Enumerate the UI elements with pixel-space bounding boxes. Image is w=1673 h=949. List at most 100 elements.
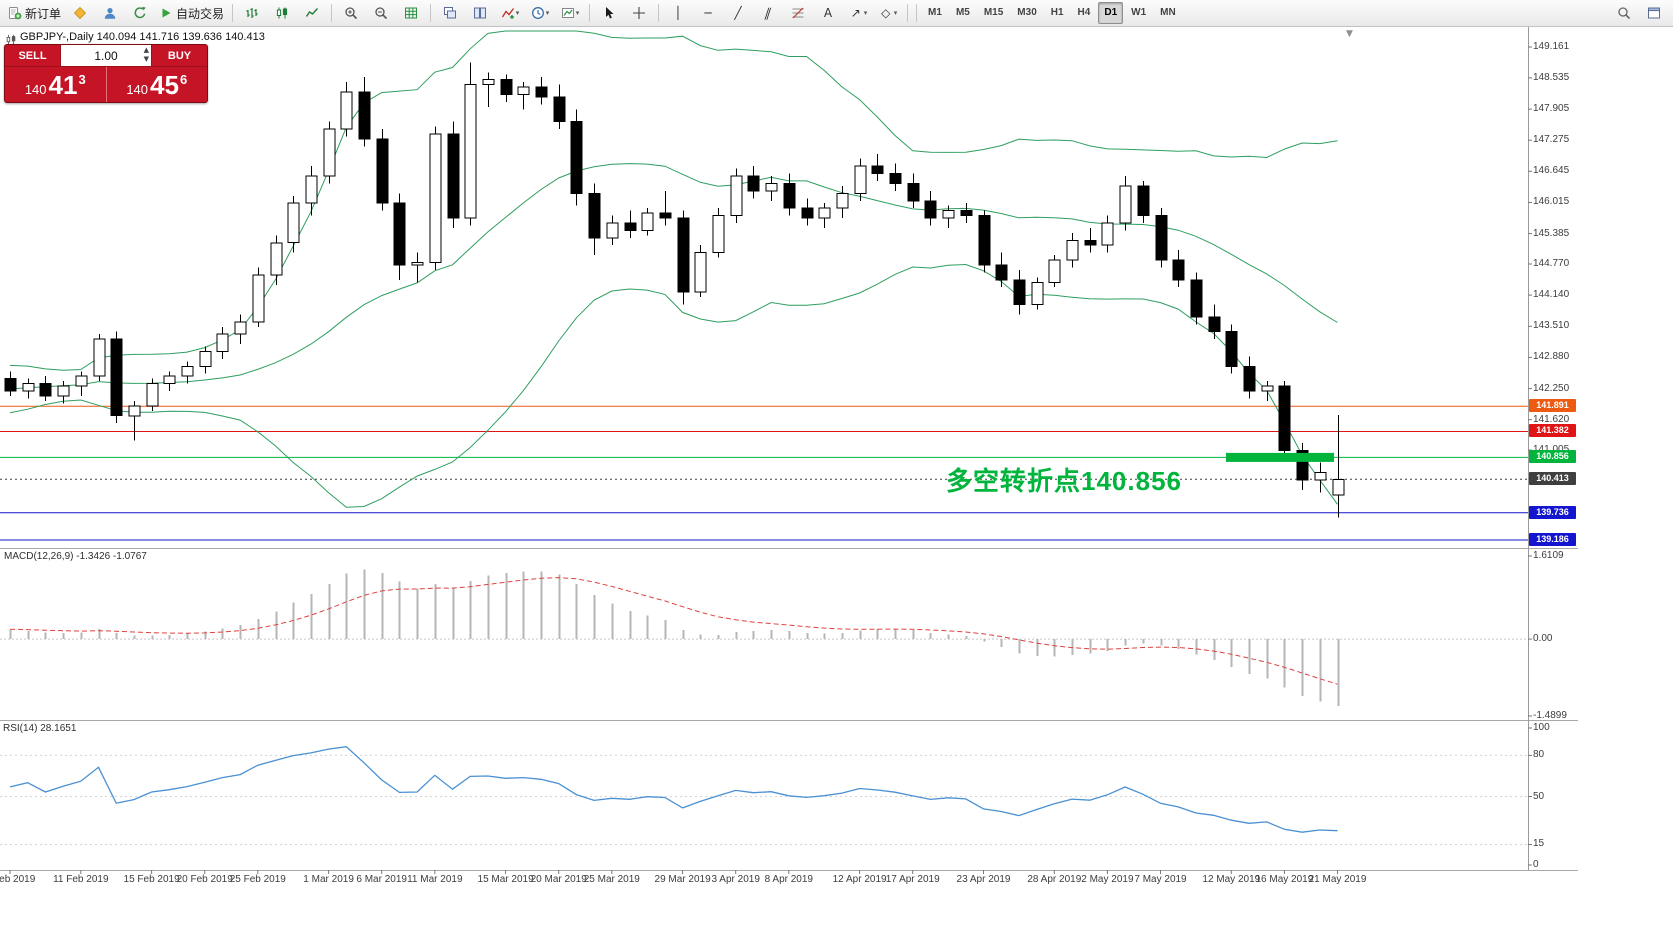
buy-price-big: 45: [150, 69, 179, 100]
search-button[interactable]: [1609, 1, 1639, 25]
toolbar-separator: [232, 4, 234, 22]
new-order-button[interactable]: 新订单: [4, 1, 65, 25]
candle-body: [393, 202, 406, 266]
toolbar-separator: [658, 4, 660, 22]
volume-value: 1.00: [94, 48, 118, 63]
toolbar-right-group: [1609, 1, 1669, 25]
candle-body: [1208, 316, 1221, 333]
new-window-button[interactable]: [1639, 1, 1669, 25]
zoom-in-button[interactable]: [336, 1, 366, 25]
symbol-header: GBPJPY-,Daily 140.094 141.716 139.636 14…: [20, 31, 265, 43]
candle-body: [1225, 331, 1238, 367]
sell-price-button[interactable]: 140 41 3: [5, 67, 107, 102]
buy-price-button[interactable]: 140 45 6: [106, 67, 207, 102]
timeframe-button-M15[interactable]: M15: [983, 7, 1004, 18]
candle-body: [978, 215, 991, 266]
volume-up-button[interactable]: ▲: [143, 46, 149, 54]
shapes-dropdown-glyph: ◇: [881, 6, 891, 20]
candle-body: [305, 175, 318, 204]
bollinger-upper-band: [9, 30, 1338, 371]
candle-body: [1084, 239, 1097, 246]
candle-body: [270, 242, 283, 276]
candle-body: [553, 96, 566, 123]
arrows-dropdown[interactable]: ↗ ▾: [843, 1, 873, 25]
indicators-dropdown[interactable]: ▾: [495, 1, 525, 25]
chevron-down-icon: ▾: [575, 9, 580, 17]
crosshair-button[interactable]: [624, 1, 654, 25]
timeframe-button-D1[interactable]: D1: [1098, 2, 1124, 24]
candle-body: [712, 215, 725, 254]
fibonacci-button[interactable]: [783, 1, 813, 25]
buy-button[interactable]: BUY: [152, 45, 207, 66]
timeframe-button-H4[interactable]: H4: [1077, 7, 1091, 18]
bar-chart-button[interactable]: [237, 1, 267, 25]
macd-histogram: [9, 569, 1340, 706]
candle-body: [995, 264, 1008, 281]
candle-body: [1101, 222, 1114, 246]
candle-body: [747, 175, 760, 192]
arrows-dropdown-glyph: ↗: [850, 6, 861, 20]
timeframe-button-W1[interactable]: W1: [1131, 7, 1147, 18]
fibo-icon: [792, 7, 804, 19]
timeframe-button-H1[interactable]: H1: [1050, 7, 1064, 18]
autotrading-button[interactable]: 自动交易: [155, 1, 228, 25]
favorites-button[interactable]: [65, 1, 95, 25]
one-click-top-row: SELL 1.00 ▲ ▼ BUY: [5, 45, 207, 67]
tile-windows-button[interactable]: [396, 1, 426, 25]
candle-body: [677, 217, 690, 293]
zoom-out-button[interactable]: [366, 1, 396, 25]
candle-body: [924, 200, 937, 219]
tile-vertical-button[interactable]: [465, 1, 495, 25]
vertical-line-button[interactable]: │: [663, 1, 693, 25]
line-chart-button[interactable]: [297, 1, 327, 25]
candle-body: [1296, 449, 1309, 481]
volume-input[interactable]: 1.00 ▲ ▼: [60, 45, 152, 66]
sell-button[interactable]: SELL: [5, 45, 60, 66]
candle-body: [570, 121, 583, 194]
sell-price-prefix: 140: [24, 81, 47, 97]
candle-body: [1048, 259, 1061, 283]
horizontal-line-button[interactable]: ─: [693, 1, 723, 25]
macd-label: MACD(12,26,9) -1.3426 -1.0767: [4, 551, 147, 562]
toolbar-separator: [916, 4, 918, 22]
refresh-button[interactable]: [125, 1, 155, 25]
candle-body: [323, 128, 336, 177]
symbol-chart-icon: [5, 33, 17, 51]
candle-body: [907, 183, 920, 202]
candle-body: [1172, 259, 1185, 281]
chart-shift-marker[interactable]: ▼: [1346, 29, 1353, 39]
timeframe-button-MN[interactable]: MN: [1160, 7, 1176, 18]
cascade-windows-button[interactable]: [435, 1, 465, 25]
candle-body: [4, 378, 17, 392]
profile-button[interactable]: [95, 1, 125, 25]
linechart-icon: [305, 8, 319, 17]
periods-dropdown[interactable]: ▾: [525, 1, 555, 25]
cursor-button[interactable]: [594, 1, 624, 25]
templates-dropdown[interactable]: ▾: [555, 1, 585, 25]
timeframe-button-M1[interactable]: M1: [928, 7, 942, 18]
candle-body: [818, 207, 831, 219]
buy-price-prefix: 140: [126, 81, 149, 97]
candle-body: [482, 79, 495, 86]
volume-down-button[interactable]: ▼: [143, 55, 149, 63]
shapes-dropdown[interactable]: ◇ ▾: [873, 1, 903, 25]
timeframe-button-M30[interactable]: M30: [1017, 7, 1037, 18]
candle-body: [39, 383, 52, 397]
equidistant-channel-button[interactable]: ∥: [753, 1, 783, 25]
trendline-button[interactable]: ╱: [723, 1, 753, 25]
timeframe-button-M5[interactable]: M5: [955, 7, 970, 18]
candle-body: [252, 274, 265, 323]
bars-icon: [246, 8, 258, 18]
candle-body: [1332, 478, 1345, 496]
support-highlight-bar[interactable]: [1226, 452, 1334, 462]
candle-body: [181, 365, 194, 377]
text-label-button[interactable]: A: [813, 1, 843, 25]
candlestick-chart-button[interactable]: [267, 1, 297, 25]
candle-body: [624, 222, 637, 231]
candle-body: [1190, 279, 1203, 318]
candle-body: [517, 86, 530, 95]
chevron-down-icon: ▾: [515, 9, 520, 17]
candle-body: [694, 252, 707, 293]
candle-body: [500, 79, 513, 95]
